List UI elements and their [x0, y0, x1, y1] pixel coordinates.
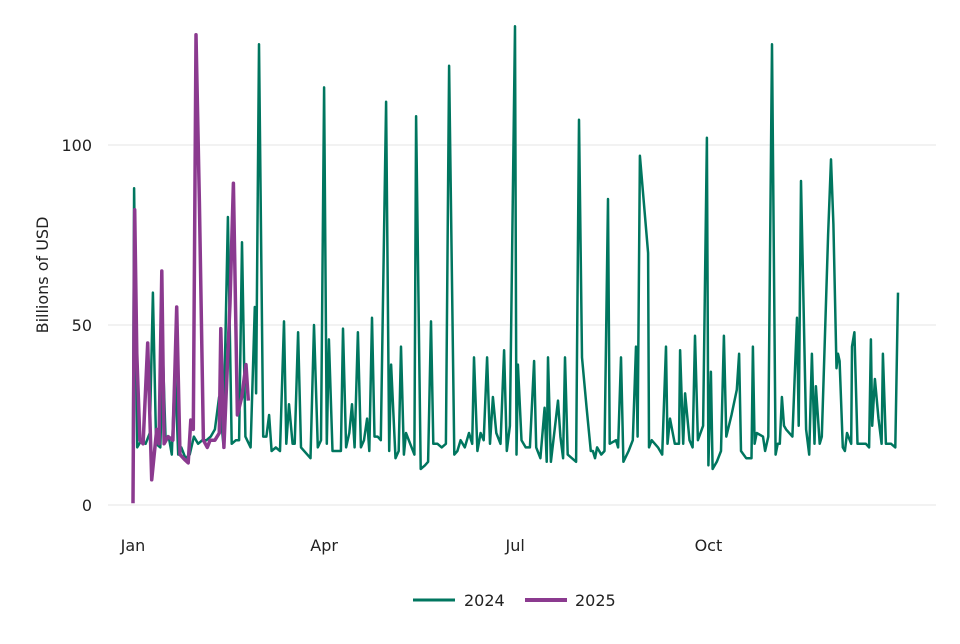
x-tick-label: Apr: [310, 536, 338, 555]
y-tick-label: 50: [72, 316, 92, 335]
x-tick-label: Oct: [695, 536, 723, 555]
y-axis-ticks: 0 50 100: [61, 136, 92, 515]
legend-label-2025: 2025: [575, 591, 616, 610]
y-tick-label: 100: [61, 136, 92, 155]
legend-label-2024: 2024: [464, 591, 505, 610]
x-tick-label: Jul: [505, 536, 525, 555]
x-axis-ticks: Jan Apr Jul Oct: [120, 536, 723, 555]
series-line-2025: [131, 33, 251, 504]
y-tick-label: 0: [82, 496, 92, 515]
series-line-2024: [131, 24, 900, 471]
x-tick-label: Jan: [120, 536, 146, 555]
legend-item-2025[interactable]: 2025: [525, 591, 616, 610]
legend-item-2024[interactable]: 2024: [413, 591, 505, 610]
legend: 2024 2025: [413, 591, 616, 610]
series-lines: [131, 24, 900, 504]
y-axis-label: Billions of USD: [33, 217, 52, 334]
